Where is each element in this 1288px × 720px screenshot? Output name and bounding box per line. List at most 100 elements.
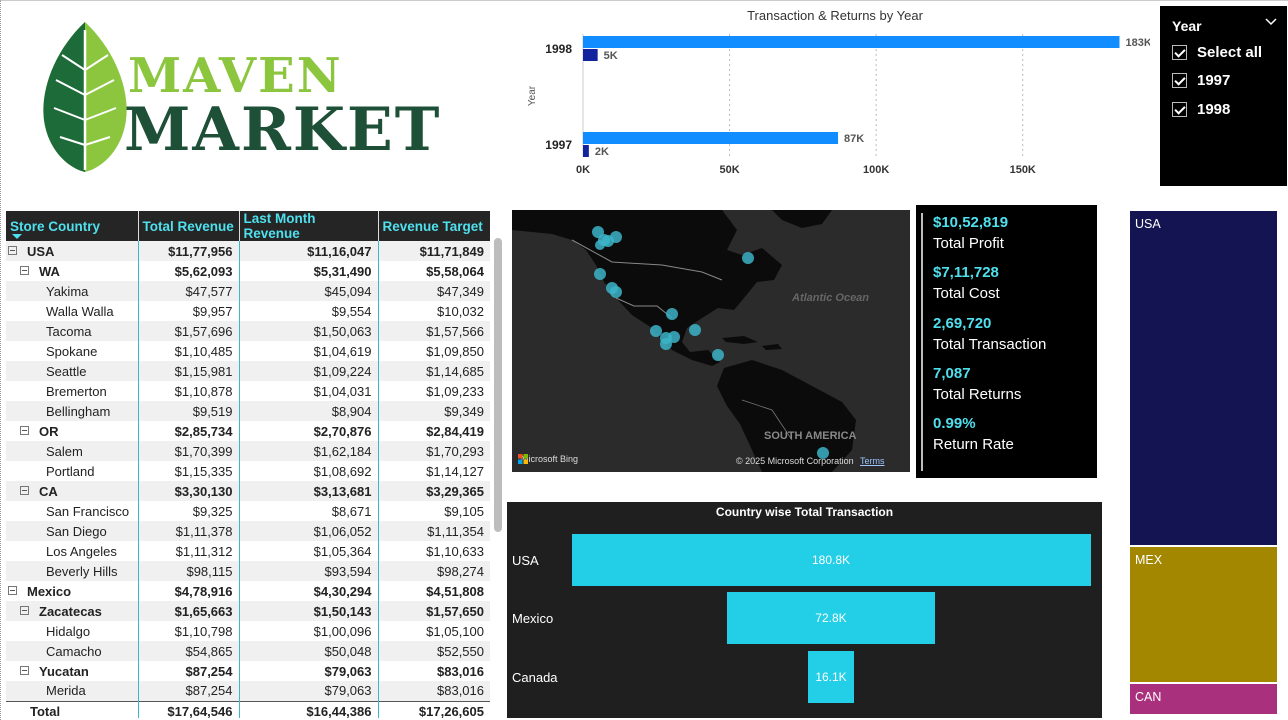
table-row[interactable]: Beverly Hills $98,115 $93,594 $98,274 [6, 561, 490, 581]
slicer-item-1998[interactable]: 1998 [1172, 98, 1230, 120]
country-transaction-funnel[interactable]: Country wise Total Transaction USA 180.8K… [507, 502, 1102, 718]
value-cell: $1,09,224 [239, 361, 379, 381]
value-cell: $1,04,031 [239, 381, 379, 401]
table-row[interactable]: Yucatan $87,254 $79,063 $83,016 [6, 661, 490, 681]
slicer-item-select-all[interactable]: Select all [1172, 41, 1262, 63]
funnel-bar[interactable]: 72.8K [726, 592, 936, 644]
value-cell: $83,016 [437, 663, 484, 679]
revenue-matrix[interactable]: Store Country Total Revenue Last Month R… [6, 211, 490, 718]
checkbox-icon[interactable] [1172, 101, 1187, 117]
treemap-cell-can[interactable]: CAN [1129, 683, 1278, 715]
row-label-cell: USA [6, 241, 139, 261]
collapse-icon[interactable] [8, 585, 17, 595]
collapse-icon[interactable] [20, 605, 29, 615]
row-label-cell: Bellingham [6, 401, 139, 421]
treemap-cell-mex[interactable]: MEX [1129, 546, 1278, 683]
category-label: 1998 [545, 42, 572, 56]
table-row[interactable]: San Francisco $9,325 $8,671 $9,105 [6, 501, 490, 521]
value-cell: $52,550 [378, 641, 490, 661]
treemap-cell-usa[interactable]: USA [1129, 210, 1278, 546]
y-axis-label: Year [527, 85, 538, 106]
checkbox-icon[interactable] [1172, 72, 1187, 88]
row-label-cell: Seattle [6, 361, 139, 381]
table-row[interactable]: CA $3,30,130 $3,13,681 $3,29,365 [6, 481, 490, 501]
value-cell: $1,09,850 [426, 343, 484, 359]
value-cell: $1,65,663 [138, 601, 240, 621]
table-row[interactable]: Walla Walla $9,957 $9,554 $10,032 [6, 301, 490, 321]
table-row[interactable]: Spokane $1,10,485 $1,04,619 $1,09,850 [6, 341, 490, 361]
table-row[interactable]: Los Angeles $1,11,312 $1,05,364 $1,10,633 [6, 541, 490, 561]
kpi-label: Total Transaction [933, 336, 1047, 353]
year-slicer[interactable]: Year Select all 1997 1998 [1160, 6, 1287, 186]
value-cell: $9,554 [239, 301, 379, 321]
value-cell: $8,904 [239, 401, 379, 421]
row-label-cell: Salem [6, 441, 139, 461]
bar-data-label: 2K [595, 146, 609, 158]
value-cell: $10,032 [437, 303, 484, 319]
collapse-icon[interactable] [20, 485, 29, 495]
chevron-down-icon[interactable] [1265, 18, 1277, 26]
table-row[interactable]: San Diego $1,11,378 $1,06,052 $1,11,354 [6, 521, 490, 541]
value-cell: $9,519 [138, 401, 240, 421]
row-label-cell: Spokane [6, 341, 139, 361]
x-tick-label: 0K [576, 164, 590, 176]
row-label-cell: Bremerton [6, 381, 139, 401]
store-map[interactable]: Atlantic Ocean SOUTH AMERICA Microsoft B… [512, 210, 910, 472]
value-cell: $1,57,650 [378, 601, 490, 621]
table-row[interactable]: Bellingham $9,519 $8,904 $9,349 [6, 401, 490, 421]
col-header-store-country[interactable]: Store Country [6, 211, 139, 241]
total-value: $16,44,386 [239, 700, 379, 718]
value-cell: $1,05,364 [239, 541, 379, 561]
value-cell: $4,78,916 [138, 581, 240, 601]
kpi-label: Total Cost [933, 285, 1000, 302]
x-tick-label: 150K [1010, 164, 1036, 176]
funnel-category-label: Mexico [512, 611, 554, 626]
checkbox-icon[interactable] [1172, 44, 1187, 60]
map-markers [592, 226, 829, 459]
table-row[interactable]: Hidalgo $1,10,798 $1,00,096 $1,05,100 [6, 621, 490, 641]
col-header-total-revenue[interactable]: Total Revenue [138, 211, 240, 241]
value-cell: $11,71,849 [378, 241, 490, 261]
total-row: Total $17,64,546 $16,44,386 $17,26,605 [6, 700, 490, 718]
col-header-revenue-target[interactable]: Revenue Target [378, 211, 490, 241]
kpi-value: $10,52,819 [933, 214, 1009, 231]
funnel-bar[interactable]: 16.1K [807, 651, 855, 703]
table-row[interactable]: USA $11,77,956 $11,16,047 $11,71,849 [6, 241, 490, 261]
table-row[interactable]: Bremerton $1,10,878 $1,04,031 $1,09,233 [6, 381, 490, 401]
bing-logo: Microsoft Bing [518, 454, 578, 464]
funnel-bar[interactable]: 180.8K [571, 534, 1091, 586]
sort-desc-icon[interactable] [12, 234, 22, 239]
value-cell: $50,048 [239, 641, 379, 661]
value-cell: $1,11,312 [138, 541, 240, 561]
value-cell: $9,957 [138, 301, 240, 321]
value-cell: $1,11,378 [138, 521, 240, 541]
table-row[interactable]: Camacho $54,865 $50,048 $52,550 [6, 641, 490, 661]
col-header-last-month-revenue[interactable]: Last Month Revenue [239, 211, 379, 241]
table-row[interactable]: Yakima $47,577 $45,094 $47,349 [6, 281, 490, 301]
value-cell: $1,00,096 [239, 621, 379, 641]
map-terms-link[interactable]: Terms [860, 456, 885, 466]
bar-data-label: 5K [604, 50, 618, 62]
table-row[interactable]: Seattle $1,15,981 $1,09,224 $1,14,685 [6, 361, 490, 381]
transaction-returns-chart[interactable]: Transaction & Returns by Year 0K 50K 100K 1… [520, 4, 1152, 184]
collapse-icon[interactable] [20, 265, 29, 275]
treemap-label: USA [1135, 217, 1161, 231]
table-row[interactable]: Mexico $4,78,916 $4,30,294 $4,51,808 [6, 581, 490, 601]
table-row[interactable]: Salem $1,70,399 $1,62,184 $1,70,293 [6, 441, 490, 461]
table-row[interactable]: Zacatecas $1,65,663 $1,50,143 $1,57,650 [6, 601, 490, 621]
matrix-scrollbar[interactable] [494, 238, 502, 532]
table-row[interactable]: WA $5,62,093 $5,31,490 $5,58,064 [6, 261, 490, 281]
slicer-item-1997[interactable]: 1997 [1172, 69, 1230, 91]
table-row[interactable]: Tacoma $1,57,696 $1,50,063 $1,57,566 [6, 321, 490, 341]
table-row[interactable]: OR $2,85,734 $2,70,876 $2,84,419 [6, 421, 490, 441]
value-cell: $1,15,335 [138, 461, 240, 481]
value-cell: $9,349 [378, 401, 490, 421]
row-label-cell: San Diego [6, 521, 139, 541]
brand-line1: MAVEN [128, 48, 343, 104]
country-treemap[interactable]: USA MEX CAN [1129, 210, 1278, 715]
collapse-icon[interactable] [8, 245, 17, 255]
collapse-icon[interactable] [20, 425, 29, 435]
table-row[interactable]: Portland $1,15,335 $1,08,692 $1,14,127 [6, 461, 490, 481]
table-row[interactable]: Merida $87,254 $79,063 $83,016 [6, 681, 490, 701]
collapse-icon[interactable] [20, 665, 29, 675]
